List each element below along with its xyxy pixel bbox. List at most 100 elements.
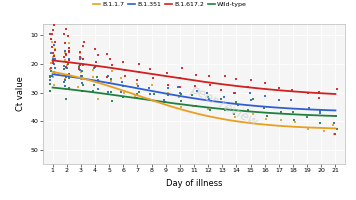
Point — [49, 74, 54, 78]
Point — [80, 64, 86, 67]
Point — [61, 32, 67, 35]
Point — [233, 100, 239, 104]
Point — [63, 87, 68, 90]
Point — [95, 87, 100, 90]
Point — [63, 76, 69, 79]
Point — [77, 50, 83, 53]
Point — [192, 84, 198, 87]
Point — [51, 24, 56, 27]
Point — [66, 47, 72, 50]
Point — [66, 51, 72, 54]
Point — [93, 64, 99, 67]
Point — [149, 83, 155, 87]
Point — [146, 86, 152, 89]
Point — [147, 92, 153, 95]
Point — [331, 121, 336, 124]
Point — [48, 61, 53, 64]
Point — [63, 73, 69, 76]
Point — [305, 91, 310, 94]
Point — [49, 45, 55, 49]
Point — [62, 78, 68, 82]
Point — [104, 52, 110, 55]
Point — [90, 68, 96, 71]
Point — [278, 110, 284, 113]
Point — [62, 52, 68, 55]
Point — [177, 92, 183, 95]
Point — [135, 92, 140, 95]
Point — [48, 51, 54, 55]
Point — [62, 78, 68, 81]
Point — [193, 74, 199, 77]
X-axis label: Day of illness: Day of illness — [166, 179, 222, 188]
Point — [194, 89, 200, 92]
Point — [175, 86, 181, 89]
Point — [47, 89, 53, 92]
Point — [47, 75, 53, 78]
Point — [61, 81, 67, 84]
Point — [95, 98, 100, 101]
Point — [189, 93, 195, 97]
Point — [75, 86, 81, 89]
Point — [193, 104, 199, 107]
Point — [108, 80, 114, 83]
Point — [206, 75, 212, 78]
Point — [321, 130, 326, 133]
Point — [232, 115, 237, 118]
Point — [62, 68, 67, 71]
Point — [105, 92, 111, 95]
Point — [78, 70, 84, 73]
Point — [93, 61, 99, 64]
Point — [245, 86, 251, 89]
Point — [136, 71, 141, 74]
Point — [219, 89, 224, 92]
Point — [205, 107, 211, 110]
Point — [79, 78, 84, 81]
Point — [67, 42, 72, 45]
Point — [48, 67, 54, 70]
Point — [261, 106, 267, 110]
Point — [316, 90, 321, 93]
Point — [91, 83, 96, 87]
Point — [107, 57, 113, 61]
Point — [66, 86, 72, 90]
Point — [51, 84, 57, 87]
Point — [232, 91, 238, 94]
Point — [95, 53, 100, 56]
Point — [164, 72, 170, 75]
Point — [135, 84, 141, 87]
Point — [48, 78, 53, 81]
Point — [105, 74, 111, 78]
Point — [47, 89, 53, 92]
Point — [233, 77, 239, 81]
Point — [47, 67, 53, 70]
Point — [63, 98, 68, 101]
Point — [331, 133, 336, 136]
Point — [136, 62, 141, 66]
Point — [148, 68, 153, 71]
Point — [263, 118, 269, 121]
Point — [178, 105, 184, 108]
Point — [219, 97, 224, 101]
Point — [304, 116, 310, 119]
Point — [231, 112, 236, 115]
Point — [63, 65, 69, 69]
Point — [235, 103, 241, 106]
Point — [63, 53, 69, 57]
Point — [90, 75, 95, 78]
Point — [51, 52, 56, 55]
Point — [334, 87, 340, 91]
Point — [79, 75, 84, 78]
Point — [122, 68, 128, 71]
Text: peer review: peer review — [188, 83, 260, 129]
Point — [120, 95, 125, 98]
Point — [178, 92, 184, 95]
Point — [289, 88, 295, 91]
Point — [48, 69, 54, 73]
Point — [250, 98, 256, 101]
Y-axis label: Ct value: Ct value — [16, 77, 25, 111]
Point — [50, 60, 56, 63]
Point — [66, 58, 72, 61]
Point — [52, 71, 58, 74]
Point — [65, 63, 70, 66]
Point — [50, 57, 56, 61]
